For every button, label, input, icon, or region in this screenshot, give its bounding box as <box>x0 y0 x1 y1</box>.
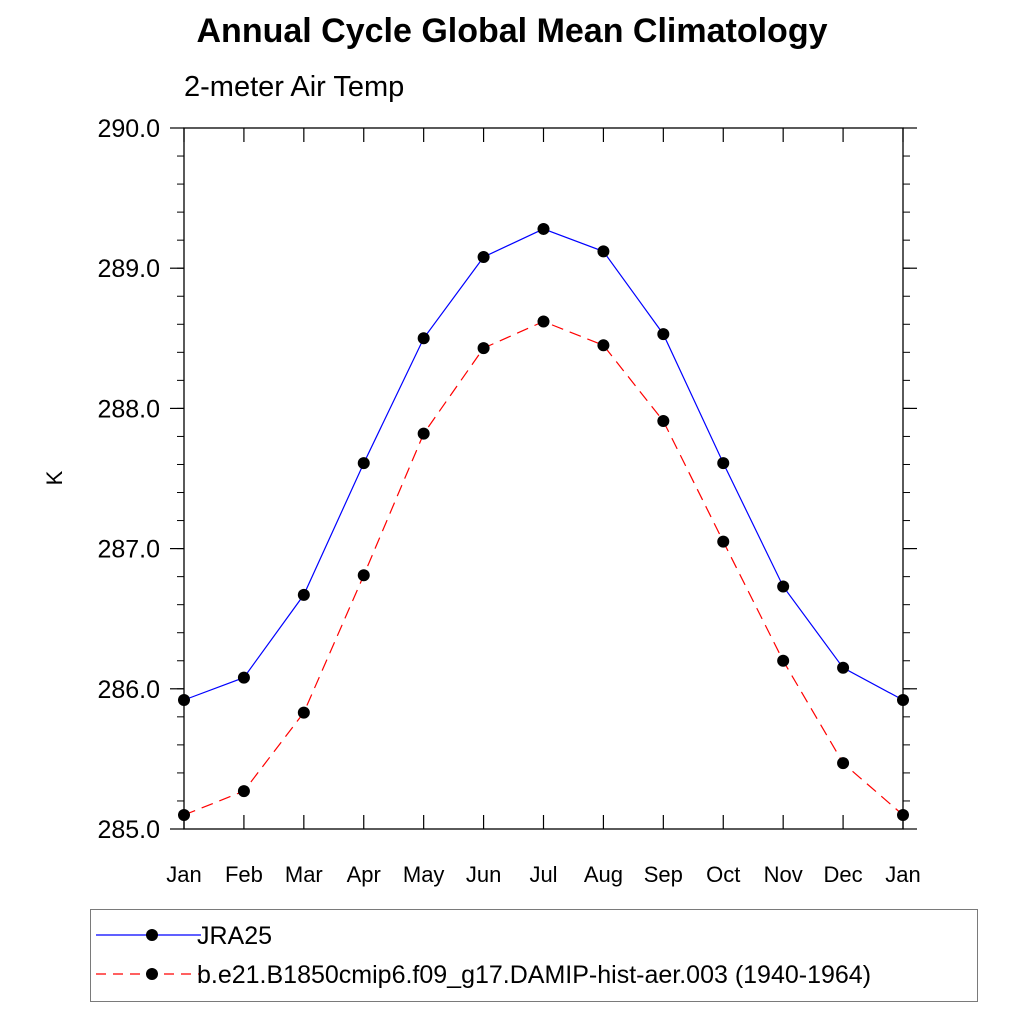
x-tick-label: Mar <box>285 862 323 887</box>
data-point-0 <box>777 580 790 593</box>
data-point-0 <box>657 328 670 341</box>
data-point-1 <box>837 757 850 770</box>
line-chart: Jan Feb Mar Apr May Jun Jul Aug Sep Oct Nov Dec Jan2… <box>42 115 921 887</box>
y-tick-label: 285.0 <box>97 816 160 844</box>
series-line-0 <box>183 228 904 701</box>
data-point-0 <box>537 222 550 235</box>
data-point-0 <box>597 245 610 258</box>
data-point-1 <box>417 427 430 440</box>
x-tick-label: Dec <box>824 862 863 887</box>
data-point-1 <box>477 342 490 355</box>
x-tick-label: Jan <box>166 862 201 887</box>
y-tick-label: 289.0 <box>97 255 160 283</box>
data-point-0 <box>237 671 250 684</box>
legend-swatch-damip <box>96 968 201 980</box>
data-point-1 <box>717 535 730 548</box>
data-point-1 <box>777 654 790 667</box>
x-tick-label: Feb <box>225 862 263 887</box>
y-tick-label: 286.0 <box>97 676 160 704</box>
x-tick-label: Sep <box>644 862 683 887</box>
legend: JRA25 b.e21.B1850cmip6.f09_g17.DAMIP-his… <box>90 909 978 1002</box>
x-tick-label: Apr <box>347 862 381 887</box>
data-point-0 <box>357 457 370 470</box>
data-point-0 <box>297 588 310 601</box>
data-point-1 <box>537 315 550 328</box>
y-tick-label: 287.0 <box>97 536 160 564</box>
x-tick-label: Nov <box>764 862 803 887</box>
plot-frame <box>183 127 904 830</box>
data-point-1 <box>237 785 250 798</box>
data-point-0 <box>717 457 730 470</box>
y-tick-label: 288.0 <box>97 395 160 423</box>
chart-title: Annual Cycle Global Mean Climatology <box>196 12 828 50</box>
y-axis-label: K <box>42 470 67 485</box>
x-tick-label: Jul <box>529 862 557 887</box>
legend-label-jra25: JRA25 <box>197 922 273 950</box>
chart-subtitle: 2-meter Air Temp <box>184 71 405 103</box>
data-point-1 <box>657 415 670 428</box>
legend-swatch-jra25 <box>96 929 201 941</box>
legend-label-damip: b.e21.B1850cmip6.f09_g17.DAMIP-hist-aer.… <box>197 961 872 989</box>
data-point-1 <box>357 569 370 582</box>
series-line-1 <box>183 320 904 816</box>
x-tick-label: May <box>403 862 445 887</box>
x-tick-label: Aug <box>584 862 623 887</box>
data-point-0 <box>477 250 490 263</box>
data-point-1 <box>597 339 610 352</box>
data-point-1 <box>297 706 310 719</box>
y-tick-label: 290.0 <box>97 115 160 143</box>
x-tick-label: Jan <box>885 862 920 887</box>
x-tick-label: Oct <box>706 862 740 887</box>
data-point-0 <box>417 332 430 345</box>
data-point-0 <box>837 661 850 674</box>
x-tick-label: Jun <box>466 862 501 887</box>
